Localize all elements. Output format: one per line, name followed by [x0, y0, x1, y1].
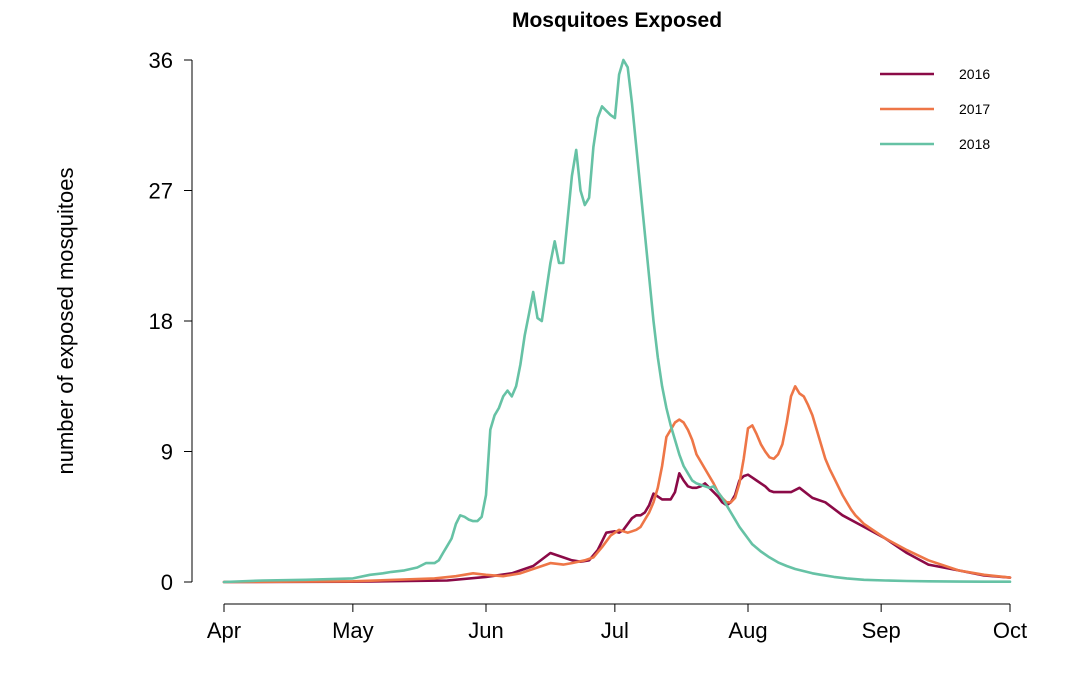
y-tick-label: 27 — [149, 179, 173, 204]
x-tick-label: Sep — [862, 618, 901, 643]
x-tick-label: May — [332, 618, 374, 643]
x-tick-label: Aug — [728, 618, 767, 643]
legend-label-2018: 2018 — [959, 136, 990, 152]
legend-label-2016: 2016 — [959, 66, 990, 82]
series-layer — [222, 58, 1012, 584]
y-tick-label: 36 — [149, 48, 173, 73]
series-line-2017 — [222, 384, 1012, 584]
legend-label-2017: 2017 — [959, 101, 990, 117]
x-axis: Apr May Jun Jul Aug Sep Oct — [207, 603, 1027, 643]
chart-title: Mosquitoes Exposed — [512, 9, 722, 32]
y-tick-label: 9 — [161, 440, 173, 465]
series-line-2016 — [222, 471, 1012, 584]
y-tick-label: 0 — [161, 570, 173, 595]
x-tick-label: Jul — [601, 618, 629, 643]
x-tick-label: Oct — [993, 618, 1027, 643]
y-axis-label: number of exposed mosquitoes — [53, 168, 78, 475]
series-line-2018 — [222, 58, 1012, 584]
legend: 2016 2017 2018 — [880, 66, 990, 152]
y-axis: 0 9 18 27 36 — [149, 48, 193, 595]
x-tick-label: Jun — [468, 618, 503, 643]
x-tick-label: Apr — [207, 618, 241, 643]
y-tick-label: 18 — [149, 309, 173, 334]
